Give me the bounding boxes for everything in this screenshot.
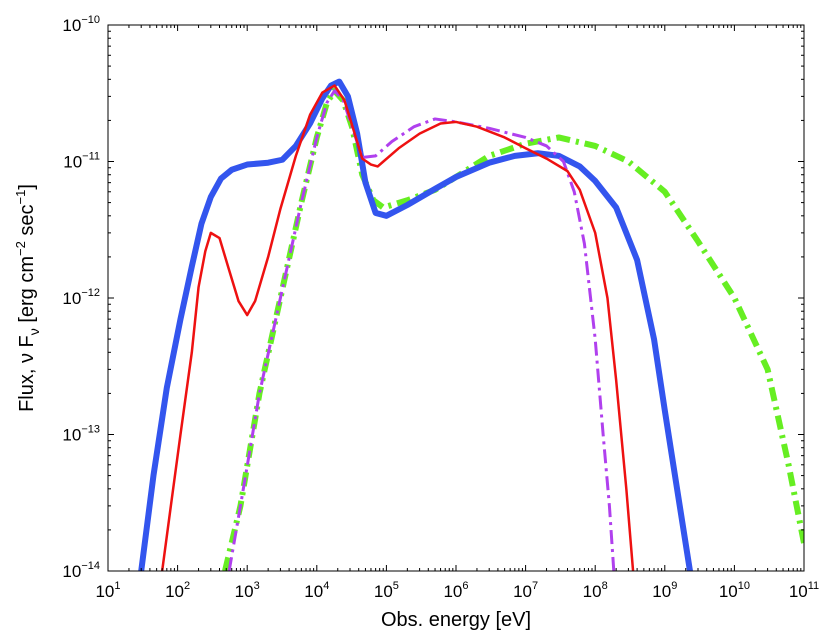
series-layer	[138, 78, 804, 571]
x-tick-label: 105	[374, 580, 399, 601]
y-tick-label: 10−14	[62, 560, 100, 581]
series-line-purple-dashdot	[227, 89, 616, 571]
y-tick-label: 10−13	[62, 424, 100, 445]
y-tick-label: 10−12	[62, 287, 100, 308]
x-tick-label: 109	[652, 580, 677, 601]
tick-labels: 101 102 103 104 105 106 107 108 109 1010 1011 10−14…	[62, 14, 819, 601]
x-tick-label: 104	[304, 580, 329, 601]
series-line-red	[160, 84, 635, 571]
x-tick-label: 101	[95, 580, 120, 601]
y-tick-label: 10−11	[63, 151, 100, 172]
x-tick-label: 108	[583, 580, 608, 601]
x-axis-title: Obs. energy [eV]	[381, 609, 531, 631]
y-tick-label: 10−10	[62, 14, 100, 35]
y-axis-title: Flux, ν Fν [erg cm−2 sec−1]	[13, 184, 42, 412]
tick-marks	[107, 24, 805, 572]
x-tick-label: 102	[165, 580, 190, 601]
x-tick-label: 1010	[719, 580, 750, 601]
x-tick-label: 1011	[789, 580, 819, 601]
x-tick-label: 103	[235, 580, 260, 601]
series-line-blue-thick	[138, 78, 693, 571]
x-tick-label: 107	[513, 580, 538, 601]
x-tick-label: 106	[443, 580, 468, 601]
